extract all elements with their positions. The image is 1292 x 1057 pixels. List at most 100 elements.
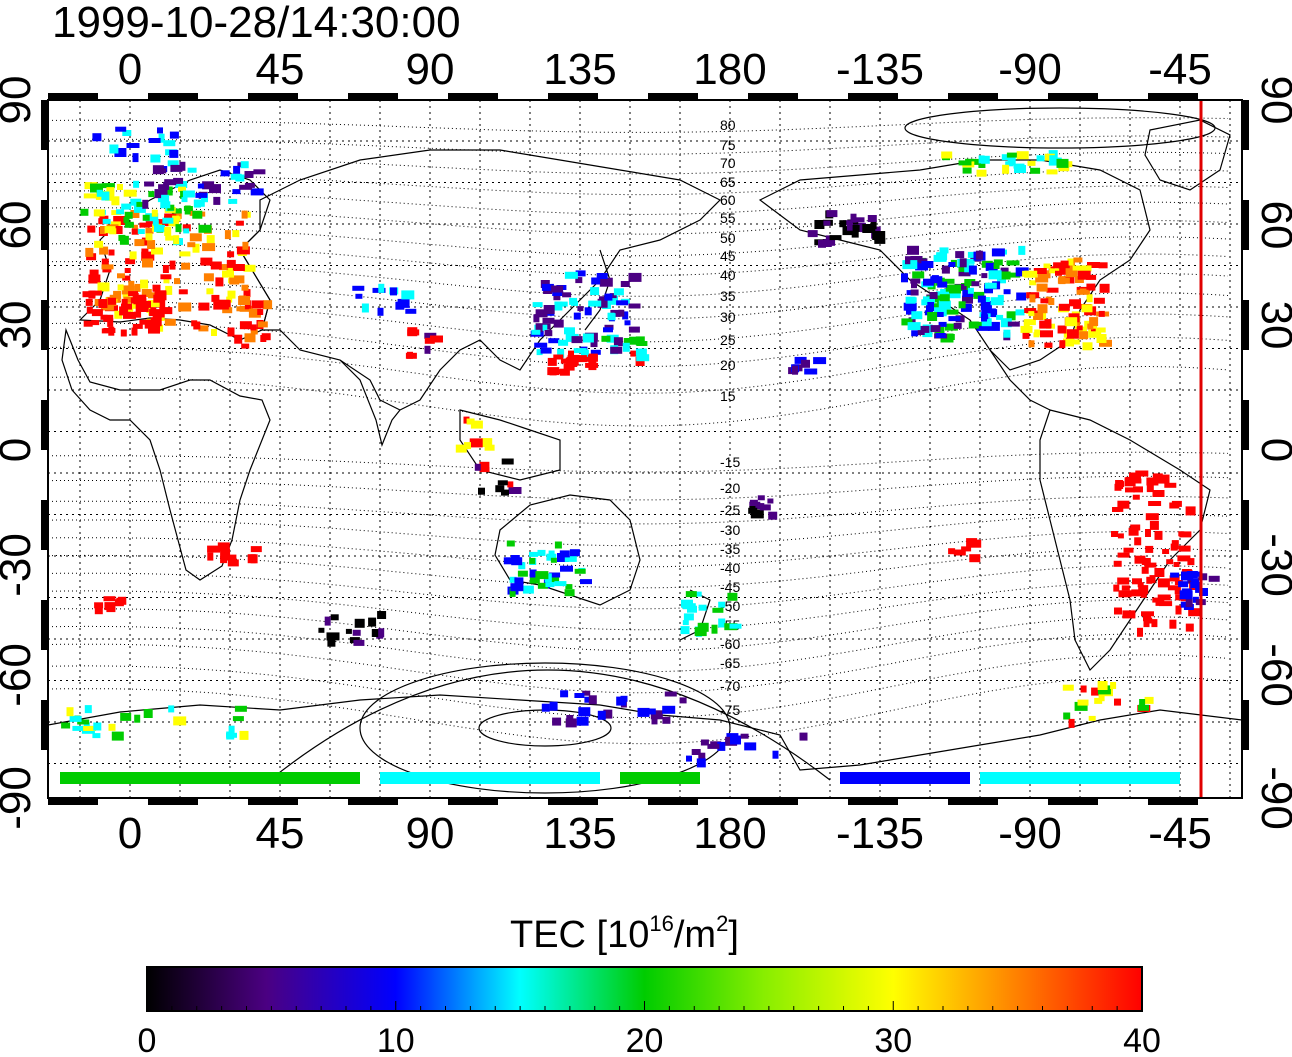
tec-point — [1096, 334, 1107, 343]
tec-point — [1030, 167, 1041, 174]
tec-point — [911, 280, 917, 289]
tec-point — [1028, 340, 1035, 348]
tec-point — [108, 723, 116, 731]
tec-point — [116, 209, 125, 215]
tec-point — [134, 311, 142, 318]
tec-point — [1059, 340, 1066, 349]
tec-point — [484, 444, 495, 451]
tec-point — [978, 160, 986, 168]
mag-contour-south — [48, 530, 1229, 568]
tec-point — [175, 181, 188, 188]
tec-point — [1022, 330, 1030, 339]
border-bar-bottom — [348, 798, 398, 805]
tec-point — [195, 192, 208, 198]
tec-point — [1060, 260, 1069, 266]
mag-lat-label: 60 — [720, 192, 736, 208]
tec-point — [189, 233, 202, 242]
tec-point — [69, 715, 82, 722]
tec-point — [226, 259, 236, 268]
tec-point — [175, 224, 182, 233]
tec-point — [327, 639, 336, 647]
tec-point — [514, 577, 524, 585]
tec-point — [978, 155, 985, 164]
tec-point — [464, 442, 471, 450]
tec-point — [1151, 619, 1158, 628]
tec-point — [1089, 317, 1099, 327]
tec-point — [987, 321, 1000, 331]
tec-point — [147, 300, 160, 308]
tec-point — [1134, 555, 1146, 564]
tec-point — [944, 323, 958, 331]
tec-point — [968, 265, 977, 275]
right-lat-label: -90 — [1252, 766, 1292, 830]
magnetic-latitude-contours: 80 75 70 65 60 55 50 45 40 35 30 25 20 15 -15 -20 -25 -30… — [48, 117, 1229, 745]
tec-point — [165, 285, 173, 295]
colorbar-tick-label: 40 — [1123, 1022, 1161, 1057]
tec-point — [164, 227, 172, 236]
colorbar-tick-label: 10 — [377, 1022, 415, 1057]
tec-point — [959, 258, 967, 268]
tec-point — [132, 153, 139, 163]
border-bar-left — [41, 600, 48, 650]
top-lon-label: 180 — [693, 45, 766, 94]
tec-point — [818, 239, 826, 248]
tec-point — [151, 247, 163, 255]
mag-contour-north — [48, 201, 1229, 235]
tec-point — [378, 628, 385, 638]
mag-contour-south — [48, 599, 1229, 652]
tec-point — [318, 627, 325, 633]
tec-point — [401, 290, 415, 300]
tec-point — [616, 300, 629, 306]
tec-point — [1208, 575, 1220, 582]
tec-point — [1039, 320, 1052, 329]
tec-point — [933, 307, 947, 317]
tec-point — [227, 290, 236, 299]
tec-point — [529, 569, 537, 578]
tec-point — [88, 290, 96, 299]
tec-point — [1178, 531, 1185, 537]
tec-point — [902, 260, 912, 270]
tec-point — [158, 133, 165, 143]
tec-point — [236, 246, 250, 255]
tec-point — [88, 274, 101, 284]
tec-point — [967, 251, 979, 258]
tec-point — [497, 480, 508, 486]
tec-point — [980, 155, 990, 164]
tec-point — [167, 160, 179, 167]
tec-point — [371, 629, 380, 637]
map-border-bars — [41, 93, 1249, 805]
border-bar-left — [41, 700, 48, 750]
tec-point — [799, 732, 808, 741]
tec-point — [1063, 712, 1071, 720]
tec-point — [94, 240, 104, 248]
tec-point — [607, 295, 618, 305]
tec-point — [157, 127, 163, 134]
tec-point — [575, 277, 583, 284]
tec-point — [134, 283, 141, 292]
tec-point — [1076, 289, 1089, 295]
tec-point — [905, 296, 916, 304]
tec-point — [680, 626, 690, 635]
tec-point — [588, 361, 597, 371]
tec-point — [981, 318, 992, 327]
tec-point — [165, 235, 175, 241]
tec-point — [213, 301, 226, 310]
tec-point — [953, 322, 962, 329]
tec-point — [227, 327, 235, 337]
tec-point — [1117, 500, 1130, 509]
tec-point — [711, 624, 718, 634]
tec-point — [618, 309, 625, 317]
colorbar-title: TEC [1016/m2] — [510, 911, 739, 956]
tec-point — [993, 264, 1000, 269]
tec-point — [929, 292, 938, 299]
tec-point — [169, 149, 179, 158]
tec-point — [635, 336, 645, 346]
tec-point — [125, 258, 136, 265]
tec-point — [912, 271, 925, 279]
tec-point — [540, 347, 552, 354]
tec-point — [1114, 607, 1122, 615]
tec-point — [114, 310, 123, 319]
tec-point — [1198, 573, 1208, 581]
tec-point — [128, 280, 135, 287]
